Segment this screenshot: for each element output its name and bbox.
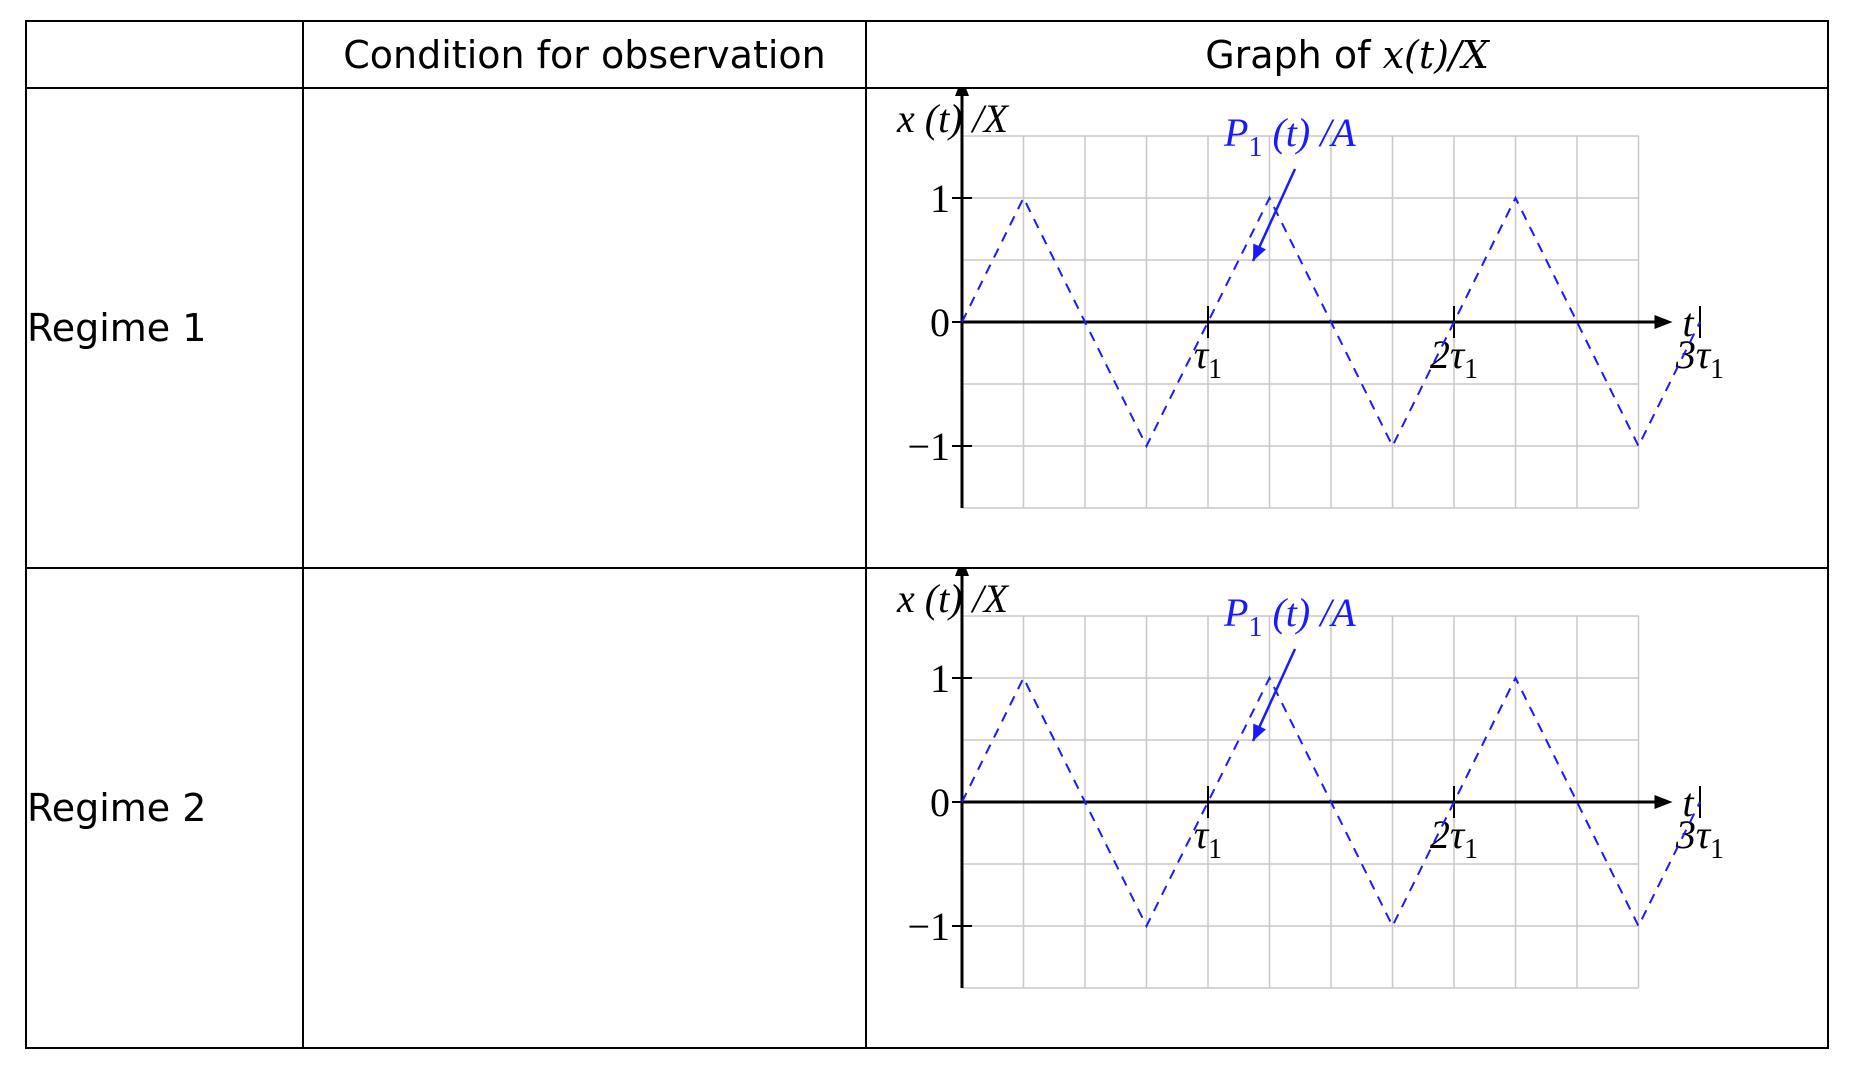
y-axis-label: x (t) /X [896, 576, 1010, 621]
series-line [961, 675, 1701, 929]
regime-row: Regime 1 1 0 −1 τ1 2τ1 3τ1 x (t) /X t P1 (t) /A [25, 87, 1829, 569]
y-axis-arrow-icon [955, 89, 969, 96]
header-empty [25, 20, 304, 89]
x-axis-arrow-icon [1654, 795, 1673, 809]
regime-label: Regime 2 [25, 567, 304, 1049]
x-tick-label: 2τ1 [1430, 332, 1478, 385]
x-tick-label: τ1 [1194, 812, 1222, 865]
graph-cell: 1 0 −1 τ1 2τ1 3τ1 x (t) /X t P1 (t) /A [865, 87, 1829, 569]
series-line [961, 195, 1701, 449]
condition-cell[interactable] [302, 87, 867, 569]
y-tick-label: −1 [907, 424, 950, 469]
y-tick-label: 1 [930, 656, 950, 701]
y-axis-label: x (t) /X [896, 96, 1010, 141]
header-row: Condition for observation Graph of x(t)/… [25, 20, 1829, 89]
regime-row: Regime 2 1 0 −1 τ1 2τ1 3τ1 x (t) /X t P1 (t) /A [25, 567, 1829, 1049]
annotation-arrowhead-icon [1253, 243, 1267, 261]
annotation-arrowhead-icon [1253, 723, 1267, 741]
x-tick-label: τ1 [1194, 332, 1222, 385]
answer-table: Condition for observation Graph of x(t)/… [25, 20, 1829, 1049]
x-tick-label: 3τ1 [1675, 332, 1724, 385]
annotation-arrow-line [1251, 168, 1297, 262]
y-tick-label: 1 [930, 176, 950, 221]
y-axis-arrow-icon [955, 569, 969, 576]
annotation-label: P1 (t) /A [1223, 590, 1356, 643]
header-condition: Condition for observation [302, 20, 867, 89]
chart-regime-2: 1 0 −1 τ1 2τ1 3τ1 x (t) /X t P1 (t) /A [896, 569, 1724, 989]
y-tick-label: −1 [907, 904, 950, 949]
y-tick-label: 0 [930, 300, 950, 345]
header-graph-math: x(t)/X [1382, 32, 1489, 77]
y-tick-label: 0 [930, 780, 950, 825]
x-tick-label: 3τ1 [1675, 812, 1724, 865]
x-axis-arrow-icon [1654, 315, 1673, 329]
x-axis-label: t [1683, 780, 1695, 825]
annotation-arrow-line [1251, 648, 1297, 742]
graph-cell: 1 0 −1 τ1 2τ1 3τ1 x (t) /X t P1 (t) /A [865, 567, 1829, 1049]
x-axis-label: t [1683, 300, 1695, 345]
chart-regime-1: 1 0 −1 τ1 2τ1 3τ1 x (t) /X t P1 (t) /A [896, 89, 1724, 509]
annotation-label: P1 (t) /A [1223, 110, 1356, 163]
x-tick-label: 2τ1 [1430, 812, 1478, 865]
regime-label: Regime 1 [25, 87, 304, 569]
condition-cell[interactable] [302, 567, 867, 1049]
header-graph: Graph of x(t)/X [865, 20, 1829, 89]
